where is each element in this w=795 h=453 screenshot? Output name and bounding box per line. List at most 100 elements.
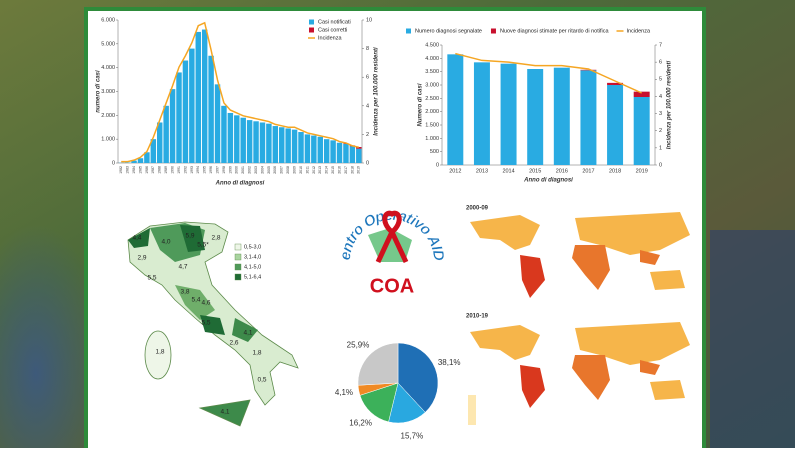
x-tick-label: 2004 <box>260 166 264 174</box>
y-tick-label: 1.500 <box>425 122 439 128</box>
y2-tick-label: 4 <box>366 103 369 109</box>
x-tick-label: 1987 <box>151 166 155 174</box>
bar <box>157 122 162 163</box>
bar <box>273 126 278 163</box>
bar <box>196 32 201 163</box>
y2-tick-label: 0 <box>659 162 662 168</box>
region-label: 5,5 <box>201 320 210 327</box>
legend-label: Numero diagnosi segnalate <box>415 28 482 34</box>
x-tick-label: 2016 <box>337 166 341 174</box>
x-tick-label: 1990 <box>171 166 175 174</box>
legend-label: Incidenza <box>318 35 342 41</box>
bar <box>350 146 355 163</box>
y-tick-label: 1.000 <box>101 137 115 143</box>
y2-tick-label: 4 <box>659 94 662 100</box>
map-legend-label: 4,1-5,0 <box>244 264 261 270</box>
bar <box>163 106 168 163</box>
bar <box>501 64 517 165</box>
region-label: 2,8 <box>211 235 220 242</box>
x-tick-label: 2016 <box>556 168 568 174</box>
x-tick-label: 2019 <box>357 166 361 174</box>
x-tick-label: 2019 <box>636 168 648 174</box>
map-legend-swatch <box>235 274 241 280</box>
map-legend-label: 3,1-4,0 <box>244 254 261 260</box>
region-label: 4,0 <box>161 239 170 246</box>
bar <box>298 132 303 163</box>
y-tick-label: 0 <box>112 160 115 166</box>
map-legend-swatch <box>235 254 241 260</box>
world-map-title: 2000-09 <box>466 206 489 212</box>
y2-tick-label: 8 <box>366 46 369 52</box>
bar <box>208 56 213 163</box>
x-axis-label: Anno di diagnosi <box>523 178 573 184</box>
x-tick-label: 1995 <box>203 166 207 174</box>
y2-tick-label: 7 <box>659 42 662 48</box>
y-tick-label: 3.500 <box>425 69 439 75</box>
map-legend-swatch <box>235 264 241 270</box>
x-tick-label: 1988 <box>158 166 162 174</box>
pie-label: 38,1% <box>438 358 461 367</box>
bar <box>634 97 650 165</box>
pie-label: 16,2% <box>349 418 372 427</box>
bar <box>253 121 258 163</box>
pie-label: 15,7% <box>401 431 424 440</box>
region-label: 1,8 <box>252 350 261 357</box>
y-tick-label: 4.500 <box>425 42 439 48</box>
legend-label: Incidenza <box>627 28 651 34</box>
bar <box>183 61 188 163</box>
x-tick-label: 2015 <box>529 168 541 174</box>
x-tick-label: 2007 <box>280 166 284 174</box>
y-axis-label: Numero di casi <box>418 83 424 126</box>
y2-tick-label: 0 <box>366 160 369 166</box>
x-tick-label: 2014 <box>325 166 329 174</box>
bar <box>580 70 596 71</box>
legend-swatch <box>406 29 411 34</box>
region-label: 4,7 <box>178 264 187 271</box>
x-tick-label: 1993 <box>190 166 194 174</box>
legend-swatch <box>309 28 314 33</box>
x-axis-label: Anno di diagnosi <box>215 181 265 187</box>
region-label: 4,6 <box>201 300 210 307</box>
bar <box>356 149 361 163</box>
x-tick-label: 1994 <box>196 166 200 174</box>
y2-tick-label: 5 <box>659 77 662 83</box>
x-tick-label: 1992 <box>183 166 187 174</box>
bar <box>337 143 342 163</box>
region-label: 5,5* <box>197 242 209 249</box>
x-tick-label: 1999 <box>228 166 232 174</box>
y2-tick-label: 10 <box>366 17 372 23</box>
y2-tick-label: 1 <box>659 145 662 151</box>
x-tick-label: 1996 <box>209 166 213 174</box>
map-legend-label: 0,5-3,0 <box>244 244 261 250</box>
map-legend-label: 5,1-6,4 <box>244 274 261 280</box>
bar <box>202 30 207 163</box>
legend-label: Nuove diagnosi stimate per ritardo di no… <box>500 28 609 34</box>
x-tick-label: 2010 <box>299 166 303 174</box>
x-tick-label: 2008 <box>286 166 290 174</box>
region-label: 2,9 <box>137 255 146 262</box>
bar <box>324 139 329 163</box>
bar <box>474 62 490 165</box>
bar <box>318 137 323 163</box>
region-label: 5,9 <box>185 233 194 240</box>
bar <box>292 130 297 163</box>
bar <box>447 54 463 165</box>
x-tick-label: 1991 <box>177 166 181 174</box>
bar <box>285 128 290 163</box>
bar <box>176 72 181 163</box>
x-tick-label: 1986 <box>145 166 149 174</box>
y2-tick-label: 2 <box>366 132 369 138</box>
x-tick-label: 2012 <box>449 168 461 174</box>
x-tick-label: 1989 <box>164 166 168 174</box>
y2-tick-label: 6 <box>659 60 662 66</box>
bar <box>260 122 265 163</box>
x-tick-label: 2001 <box>241 166 245 174</box>
bar <box>266 124 271 163</box>
y2-axis-label: Incidenza per 100.000 residenti <box>667 60 673 149</box>
x-tick-label: 2003 <box>254 166 258 174</box>
region-label: 5,5 <box>147 275 156 282</box>
x-tick-label: 2018 <box>350 166 354 174</box>
x-tick-label: 2011 <box>305 166 309 174</box>
region-label: 2,6 <box>229 340 238 347</box>
